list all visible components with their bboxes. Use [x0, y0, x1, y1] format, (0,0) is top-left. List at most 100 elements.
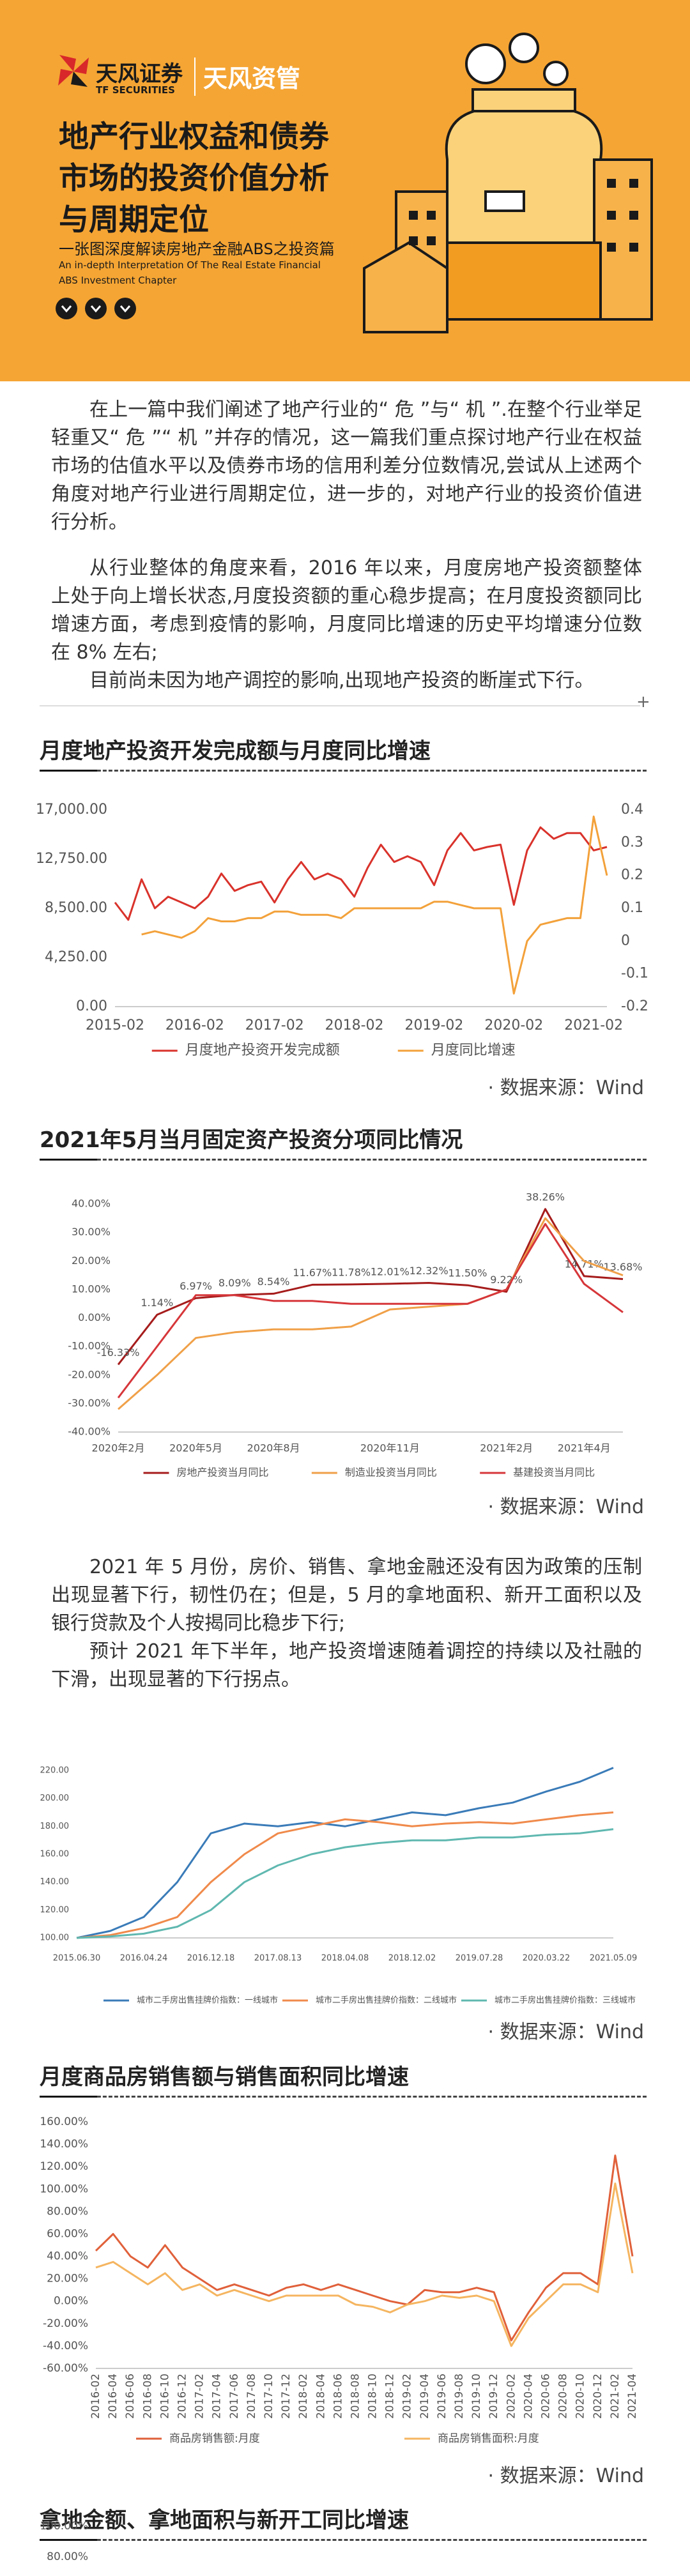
x-tick-label: 2016-06: [124, 2374, 137, 2419]
x-tick-label: 2020-02: [484, 1017, 543, 1033]
x-tick-label: 2017-08: [245, 2374, 258, 2419]
y-tick-label: 40.00%: [47, 2250, 88, 2263]
x-tick-label: 2021年4月: [558, 1442, 611, 1454]
paragraph: 从行业整体的角度来看，2016 年以来，月度房地产投资额整体上处于向上增长状态,…: [51, 557, 642, 664]
header-art: [56, 33, 653, 333]
logo-name: 天风证券: [96, 61, 183, 87]
x-tick-label: 2019-10: [470, 2374, 483, 2419]
y-tick-label: 80.00%: [47, 2550, 88, 2563]
series-line: [117, 1223, 624, 1399]
y2-tick-label: 0.3: [621, 834, 643, 850]
chart-title: 拿地金额、拿地面积与新开工同比增速: [40, 2508, 409, 2533]
y-tick-label: 30.00%: [72, 1226, 111, 1238]
y2-tick-label: 0.4: [621, 802, 643, 818]
paragraph: 目前尚未因为地产调控的影响,出现地产投资的断崖式下行。: [89, 669, 594, 692]
y-tick-label: 120.00: [40, 1905, 70, 1915]
data-label: 13.68%: [603, 1261, 642, 1273]
y-tick-label: 4,250.00: [45, 949, 107, 965]
brand: 天风资管: [203, 65, 301, 93]
data-label: 11.67%: [293, 1267, 332, 1279]
title-rule: [40, 770, 647, 772]
subtitle-en: An in-depth Interpretation Of The Real E…: [59, 259, 321, 271]
legend-label: 商品房销售额:月度: [169, 2432, 260, 2445]
logo-icon: [58, 55, 89, 87]
x-tick-label: 2016-08: [141, 2374, 154, 2419]
x-tick-label: 2020-12: [592, 2374, 604, 2419]
title-line: 与周期定位: [59, 202, 209, 238]
x-tick-label: 2020-02: [505, 2374, 518, 2419]
y-tick-label: 17,000.00: [36, 802, 107, 818]
legend-label: 城市二手房出售挂牌价指数：二线城市: [316, 1995, 457, 2006]
data-label: 11.50%: [448, 1267, 487, 1279]
title-rule: [40, 2539, 647, 2541]
y-tick-label: 100.00: [40, 1933, 70, 1943]
data-label: 38.26%: [526, 1191, 565, 1203]
nav-circles: [56, 298, 136, 319]
y-tick-label: -20.00%: [68, 1368, 111, 1380]
x-tick-label: 2017-02: [245, 1017, 304, 1033]
series-line: [95, 2154, 634, 2342]
x-tick-label: 2020年5月: [169, 1442, 222, 1454]
x-tick-label: 2016-02: [165, 1017, 224, 1033]
y-tick-label: 160.00%: [40, 2115, 88, 2128]
x-tick-label: 2018-08: [349, 2374, 362, 2419]
series-line: [114, 826, 608, 921]
y-tick-label: 0.00%: [54, 2295, 88, 2308]
legend-label: 城市二手房出售挂牌价指数：三线城市: [494, 1995, 636, 2006]
y-tick-label: 0.00: [76, 998, 107, 1014]
y-tick-label: 8,500.00: [45, 900, 107, 916]
y-tick-label: 100.00%: [40, 2183, 88, 2195]
x-tick-label: 2016.04.24: [120, 1954, 167, 1963]
x-tick-label: 2018-06: [332, 2374, 344, 2419]
y-tick-label: 100.00%: [40, 2520, 88, 2533]
y-tick-label: 140.00: [40, 1877, 70, 1887]
y-tick-label: -10.00%: [68, 1340, 111, 1352]
legend-label: 月度地产投资开发完成额: [185, 1042, 340, 1058]
series-line: [76, 1767, 614, 1939]
x-tick-label: 2016-04: [107, 2374, 119, 2419]
x-tick-label: 2016-10: [158, 2374, 171, 2419]
paragraph: 预计 2021 年下半年，地产投资增速随着调控的持续以及社融的下滑，出现显著的下…: [51, 1640, 642, 1691]
source: · 数据来源：Wind: [487, 2021, 644, 2043]
paragraph: 在上一篇中我们阐述了地产行业的“ 危 ”与“ 机 ”.在整个行业举足轻重又“ 危…: [51, 399, 642, 533]
x-tick-label: 2016.12.18: [187, 1954, 234, 1963]
x-tick-label: 2017-12: [280, 2374, 293, 2419]
x-tick-label: 2021-02: [609, 2374, 622, 2419]
y-tick-label: 60.00%: [47, 2227, 88, 2240]
y-tick-label: -40.00%: [43, 2340, 88, 2352]
x-tick-label: 2018-02: [325, 1017, 384, 1033]
y-tick-label: 0.00%: [78, 1311, 111, 1323]
logo-en: TF SECURITIES: [96, 84, 175, 96]
y-tick-label: 140.00%: [40, 2138, 88, 2151]
y2-tick-label: -0.1: [621, 966, 648, 982]
x-tick-label: 2018.04.08: [321, 1954, 369, 1963]
source: · 数据来源：Wind: [487, 1496, 644, 1518]
legend-label: 商品房销售面积:月度: [438, 2432, 539, 2445]
x-tick-label: 2020-10: [574, 2374, 587, 2419]
x-tick-label: 2017-06: [228, 2374, 241, 2419]
x-tick-label: 2018.12.02: [388, 1954, 436, 1963]
header: 天风证券 TF SECURITIES 天风资管 地产行业权益和债券 市场的投资价…: [0, 0, 690, 381]
legend-label: 基建投资当月同比: [513, 1467, 595, 1479]
y2-tick-label: 0: [621, 933, 630, 949]
series-line: [76, 1828, 614, 1939]
data-label: 12.32%: [410, 1265, 448, 1277]
y-tick-label: 120.00%: [40, 2160, 88, 2173]
chart-title: 2021年5月当月固定资产投资分项同比情况: [40, 1127, 463, 1153]
y-tick-label: 220.00: [40, 1766, 70, 1776]
x-tick-label: 2020-08: [557, 2374, 570, 2419]
y-tick-label: 20.00%: [47, 2273, 88, 2285]
y2-tick-label: -0.2: [621, 998, 648, 1014]
divider-plus: +: [636, 692, 650, 712]
data-label: 11.78%: [332, 1266, 371, 1278]
legend-label: 制造业投资当月同比: [345, 1467, 437, 1479]
illustration: [363, 33, 653, 333]
x-tick-label: 2020.03.22: [523, 1954, 570, 1963]
data-label: 9.22%: [490, 1274, 523, 1286]
paragraph: 2021 年 5 月份，房价、销售、拿地金融还没有因为政策的压制出现显著下行，韧…: [51, 1556, 642, 1635]
legend-label: 城市二手房出售挂牌价指数：一线城市: [137, 1995, 278, 2006]
data-label: 8.54%: [257, 1276, 290, 1288]
title-line: 市场的投资价值分析: [59, 161, 329, 196]
x-tick-label: 2021-04: [626, 2374, 639, 2419]
